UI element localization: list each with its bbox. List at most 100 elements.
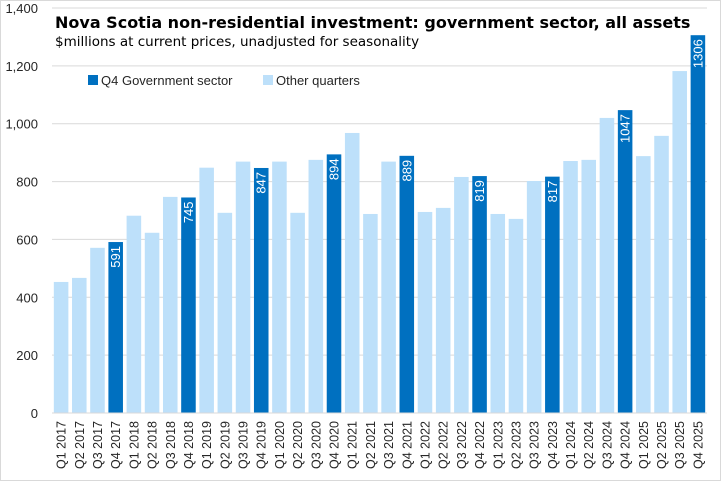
bar-q3-2023: [526, 180, 542, 413]
bar-q2-2023: [508, 218, 524, 413]
y-tick-label: 0: [31, 406, 38, 421]
x-tick-label: Q2 2024: [582, 421, 596, 469]
x-tick-label: Q3 2023: [528, 421, 542, 469]
x-tick-label: Q3 2024: [600, 421, 614, 469]
x-tick-label: Q2 2022: [437, 421, 451, 469]
x-tick-label: Q3 2022: [455, 421, 469, 469]
data-label: 1306: [690, 39, 705, 68]
bar-q3-2021: [381, 161, 396, 413]
x-tick-label: Q1 2018: [127, 421, 141, 469]
bar-q2-2020: [290, 212, 305, 413]
bar-q3-2022: [454, 176, 469, 413]
bar-q3-2024: [599, 117, 615, 413]
bar-q4-2023: [545, 176, 560, 413]
legend-label-other: Other quarters: [276, 73, 360, 88]
y-axis-ticks: 0 200 400 600 800 1,000 1,200 1,400: [5, 1, 38, 421]
x-tick-label: Q1 2020: [273, 421, 287, 469]
bar-q4-2024: [617, 110, 633, 413]
x-tick-label: Q2 2020: [291, 421, 305, 469]
x-tick-label: Q4 2022: [473, 421, 487, 469]
bar-q1-2021: [344, 132, 360, 413]
x-tick-label: Q4 2019: [255, 421, 269, 469]
bar-q4-2018: [181, 197, 196, 413]
legend-swatch-q4: [88, 75, 98, 85]
x-tick-label: Q3 2025: [673, 421, 687, 469]
y-tick-label: 1,400: [5, 1, 38, 16]
y-tick-label: 200: [16, 348, 38, 363]
bar-q3-2019: [235, 161, 251, 413]
x-tick-label: Q3 2017: [91, 421, 105, 469]
x-tick-label: Q1 2023: [491, 421, 505, 469]
chart-title: Nova Scotia non-residential investment: …: [55, 13, 690, 32]
x-tick-label: Q2 2023: [509, 421, 523, 469]
bar-q1-2020: [272, 161, 287, 413]
x-tick-label: Q1 2019: [200, 421, 214, 469]
x-tick-label: Q1 2025: [637, 421, 651, 469]
bar-q4-2019: [253, 167, 269, 413]
x-tick-label: Q2 2018: [146, 421, 160, 469]
x-tick-label: Q1 2024: [564, 421, 578, 469]
y-tick-label: 400: [16, 290, 38, 305]
bars: [53, 35, 706, 414]
x-tick-label: Q2 2019: [218, 421, 232, 469]
bar-q1-2018: [126, 215, 142, 413]
bar-q4-2022: [472, 176, 487, 413]
data-label: 819: [472, 180, 487, 202]
x-tick-label: Q3 2021: [382, 421, 396, 469]
x-tick-label: Q1 2017: [55, 421, 69, 469]
bar-q1-2025: [636, 156, 651, 413]
x-tick-label: Q3 2018: [164, 421, 178, 469]
legend-label-q4: Q4 Government sector: [101, 73, 233, 88]
bar-q2-2019: [217, 212, 233, 413]
x-tick-label: Q4 2021: [400, 421, 414, 469]
bar-q4-2020: [326, 154, 342, 413]
legend: Q4 Government sector Other quarters: [88, 73, 360, 88]
bar-q2-2018: [144, 232, 160, 413]
bar-q1-2023: [490, 213, 506, 413]
bar-q3-2025: [672, 71, 687, 414]
bar-q4-2021: [399, 155, 415, 413]
bar-q2-2017: [72, 277, 87, 413]
x-tick-label: Q3 2020: [309, 421, 323, 469]
bar-q4-2017: [108, 242, 123, 413]
bar-q3-2020: [308, 159, 324, 413]
data-label: 817: [545, 181, 560, 203]
bar-q2-2022: [435, 207, 451, 413]
bar-q2-2021: [363, 213, 378, 413]
y-tick-label: 800: [16, 175, 38, 190]
chart-subtitle: $millions at current prices, unadjusted …: [55, 34, 419, 50]
x-tick-label: Q4 2018: [182, 421, 196, 469]
x-tick-label: Q4 2023: [546, 421, 560, 469]
x-tick-label: Q1 2022: [418, 421, 432, 469]
data-label: 889: [399, 160, 414, 182]
y-tick-label: 1,000: [5, 117, 38, 132]
x-tick-label: Q3 2019: [237, 421, 251, 469]
y-tick-label: 600: [16, 232, 38, 247]
x-tick-label: Q2 2025: [655, 421, 669, 469]
data-label: 847: [254, 172, 269, 194]
data-label: 894: [327, 158, 342, 180]
data-label: 745: [181, 201, 196, 223]
x-tick-label: Q1 2021: [346, 421, 360, 469]
bar-q2-2025: [654, 135, 669, 413]
bar-q3-2018: [162, 196, 178, 413]
bar-q1-2024: [563, 161, 578, 413]
bar-q1-2017: [53, 281, 69, 413]
x-tick-label: Q2 2021: [364, 421, 378, 469]
bar-q2-2024: [581, 159, 597, 413]
data-label: 591: [108, 246, 123, 268]
bar-q4-2025: [690, 35, 706, 413]
data-label: 1047: [618, 114, 633, 143]
bar-q3-2017: [90, 247, 105, 413]
legend-swatch-other: [263, 75, 273, 85]
bar-q1-2022: [417, 211, 433, 413]
y-tick-label: 1,200: [5, 59, 38, 74]
x-axis-ticks: Q1 2017 Q2 2017 Q3 2017 Q4 2017 Q1 2018 Q2 20…: [55, 421, 706, 469]
data-labels: 591 745 847 894 889 819 817 1047 1306: [108, 39, 705, 268]
gridlines: [52, 7, 707, 356]
bar-q1-2019: [199, 167, 214, 413]
x-tick-label: Q4 2025: [691, 421, 705, 469]
x-tick-label: Q4 2024: [619, 421, 633, 469]
x-tick-label: Q4 2020: [328, 421, 342, 469]
